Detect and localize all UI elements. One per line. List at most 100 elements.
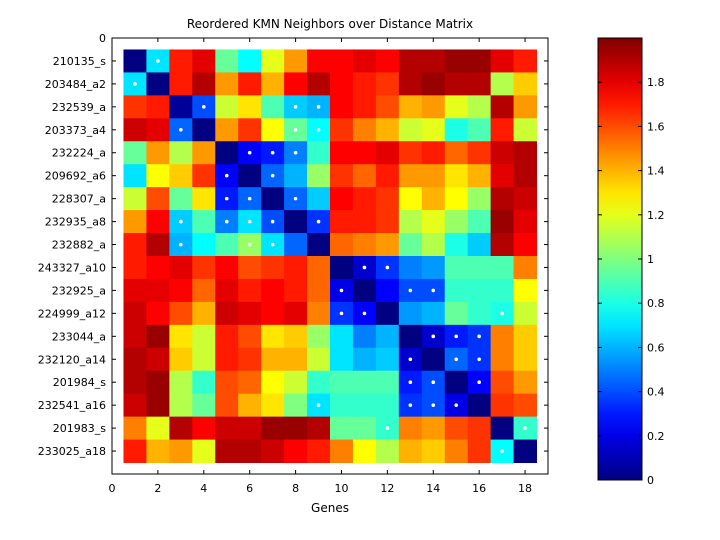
heatmap-cell bbox=[146, 301, 170, 326]
neighbor-mark bbox=[293, 105, 298, 109]
heatmap-cell bbox=[467, 393, 492, 418]
colorbar-tick-label: 0.6 bbox=[647, 341, 665, 354]
heatmap-cell bbox=[123, 118, 147, 142]
heatmap-cell bbox=[352, 233, 377, 257]
heatmap-cell bbox=[398, 416, 423, 441]
heatmap-cell bbox=[215, 439, 239, 464]
heatmap-cell bbox=[398, 256, 423, 280]
heatmap-cell bbox=[490, 164, 515, 188]
neighbor-mark bbox=[201, 105, 206, 109]
heatmap-cell bbox=[307, 324, 331, 349]
heatmap-cell bbox=[330, 118, 354, 142]
y-tick-label: 0 bbox=[99, 32, 106, 45]
heatmap-cell bbox=[146, 324, 170, 349]
heatmap-cell bbox=[352, 72, 377, 96]
neighbor-mark bbox=[408, 357, 413, 362]
heatmap-cell bbox=[513, 118, 538, 142]
plot-frame bbox=[111, 37, 549, 475]
heatmap-cell bbox=[192, 256, 216, 280]
x-tick-label: 18 bbox=[518, 482, 532, 495]
heatmap-cell bbox=[123, 187, 147, 211]
row-label: 203373_a4 bbox=[45, 124, 106, 137]
neighbor-mark bbox=[362, 265, 367, 270]
heatmap-cell bbox=[146, 210, 170, 234]
heatmap-cell bbox=[215, 278, 239, 303]
heatmap-cell bbox=[261, 301, 285, 326]
heatmap-cell bbox=[261, 49, 285, 73]
colorbar-tick-label: 0.4 bbox=[647, 386, 665, 399]
heatmap-cell bbox=[284, 278, 308, 303]
heatmap-cell bbox=[261, 187, 285, 211]
x-tick-label: 12 bbox=[380, 482, 394, 495]
row-label: 232935_a8 bbox=[45, 216, 106, 229]
heatmap-cell bbox=[398, 95, 423, 119]
neighbor-mark bbox=[133, 82, 137, 86]
heatmap-cell bbox=[490, 324, 515, 349]
heatmap-cell bbox=[375, 393, 400, 418]
heatmap-cell bbox=[238, 324, 262, 349]
heatmap-cell bbox=[513, 256, 538, 280]
heatmap-cell bbox=[284, 347, 308, 372]
heatmap-cell bbox=[330, 324, 354, 349]
heatmap-cell bbox=[307, 49, 331, 73]
heatmap-cell bbox=[330, 256, 354, 280]
heatmap-cell bbox=[261, 72, 285, 96]
heatmap-cell bbox=[513, 347, 538, 372]
heatmap-cell bbox=[284, 370, 308, 395]
heatmap-cell bbox=[490, 141, 515, 165]
heatmap-cell bbox=[330, 49, 354, 73]
heatmap-cell bbox=[513, 187, 538, 211]
heatmap-cell bbox=[467, 210, 492, 234]
heatmap-cell bbox=[192, 370, 216, 395]
heatmap-cell bbox=[307, 347, 331, 372]
heatmap-cell bbox=[261, 393, 285, 418]
heatmap-cell bbox=[169, 393, 193, 418]
colorbar-tick-label: 1.8 bbox=[647, 76, 665, 89]
heatmap-cell bbox=[146, 256, 170, 280]
heatmap-cell bbox=[307, 370, 331, 395]
heatmap-cell bbox=[261, 439, 285, 464]
heatmap-cell bbox=[490, 256, 515, 280]
heatmap-cell bbox=[238, 347, 262, 372]
heatmap-cell bbox=[421, 95, 446, 119]
heatmap-cell bbox=[352, 324, 377, 349]
neighbor-mark bbox=[224, 173, 229, 178]
heatmap-cell bbox=[215, 141, 239, 165]
row-label: 232882_a bbox=[52, 239, 106, 252]
neighbor-mark bbox=[316, 403, 321, 407]
heatmap-cell bbox=[261, 347, 285, 372]
heatmap-cell bbox=[146, 347, 170, 372]
heatmap-cell bbox=[490, 347, 515, 372]
heatmap-cell bbox=[352, 416, 377, 441]
heatmap-cell bbox=[421, 233, 446, 257]
heatmap-cell bbox=[169, 278, 193, 303]
heatmap-cell bbox=[307, 416, 331, 441]
heatmap-cell bbox=[284, 49, 308, 73]
neighbor-mark bbox=[270, 242, 275, 247]
heatmap-cell bbox=[490, 233, 515, 257]
y-axis-labels: 0 210135_s 203484_a2 232539_a 203373_a4 23222… bbox=[38, 32, 548, 458]
heatmap-cell bbox=[192, 164, 216, 188]
heatmap-cell bbox=[352, 49, 377, 73]
heatmap-cell bbox=[444, 187, 469, 211]
row-label: 203484_a2 bbox=[45, 78, 106, 91]
heatmap-cell bbox=[421, 49, 446, 73]
heatmap-cell bbox=[330, 416, 354, 441]
heatmap-cell bbox=[307, 72, 331, 96]
heatmap-cell bbox=[215, 370, 239, 395]
heatmap-cell bbox=[467, 49, 492, 73]
heatmap-cell bbox=[375, 49, 400, 73]
neighbor-mark bbox=[247, 196, 252, 201]
heatmap-cell bbox=[352, 278, 377, 303]
heatmap-cell bbox=[238, 301, 262, 326]
heatmap-cell bbox=[238, 72, 262, 96]
heatmap-cell bbox=[375, 187, 400, 211]
heatmap-cell bbox=[375, 439, 400, 464]
heatmap-cell bbox=[352, 439, 377, 464]
heatmap-cell bbox=[215, 324, 239, 349]
heatmap-cell bbox=[192, 439, 216, 464]
heatmap-cell bbox=[421, 347, 446, 372]
heatmap-cell bbox=[238, 95, 262, 119]
heatmap-cell bbox=[192, 324, 216, 349]
